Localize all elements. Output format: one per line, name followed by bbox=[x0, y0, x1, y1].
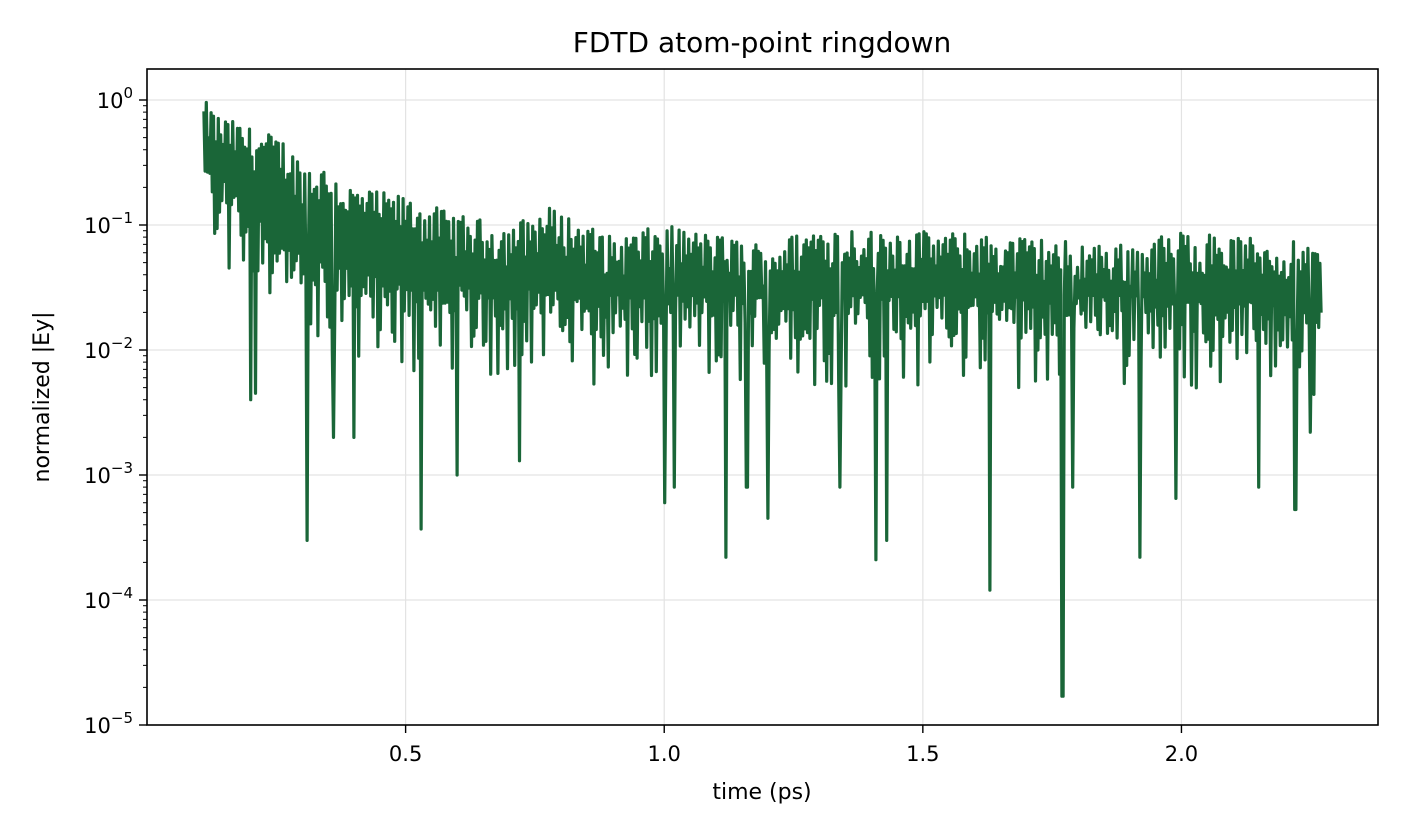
y-axis-label: normalized |Ey| bbox=[30, 312, 55, 483]
y-tick-label: 10−5 bbox=[84, 709, 133, 738]
x-axis-label: time (ps) bbox=[712, 780, 811, 805]
x-tick-label: 1.5 bbox=[906, 742, 939, 766]
y-tick-label: 100 bbox=[97, 84, 133, 113]
series-line bbox=[202, 100, 1323, 698]
chart-title: FDTD atom-point ringdown bbox=[573, 26, 952, 59]
plot-frame bbox=[146, 68, 1379, 726]
y-tick-label: 10−2 bbox=[84, 334, 133, 363]
y-tick-label: 10−4 bbox=[84, 584, 133, 613]
x-tick-label: 2.0 bbox=[1165, 742, 1198, 766]
y-tick-label: 10−3 bbox=[84, 459, 133, 488]
x-tick-label: 0.5 bbox=[389, 742, 422, 766]
x-tick-label: 1.0 bbox=[648, 742, 681, 766]
series-group bbox=[202, 100, 1323, 698]
y-axis-ticks: 100 10−1 10−2 10−3 10−4 10−5 bbox=[84, 84, 147, 738]
y-tick-label: 10−1 bbox=[84, 209, 133, 238]
x-axis-ticks: 0.5 1.0 1.5 2.0 bbox=[389, 725, 1198, 766]
minor-ticks bbox=[143, 105, 147, 688]
